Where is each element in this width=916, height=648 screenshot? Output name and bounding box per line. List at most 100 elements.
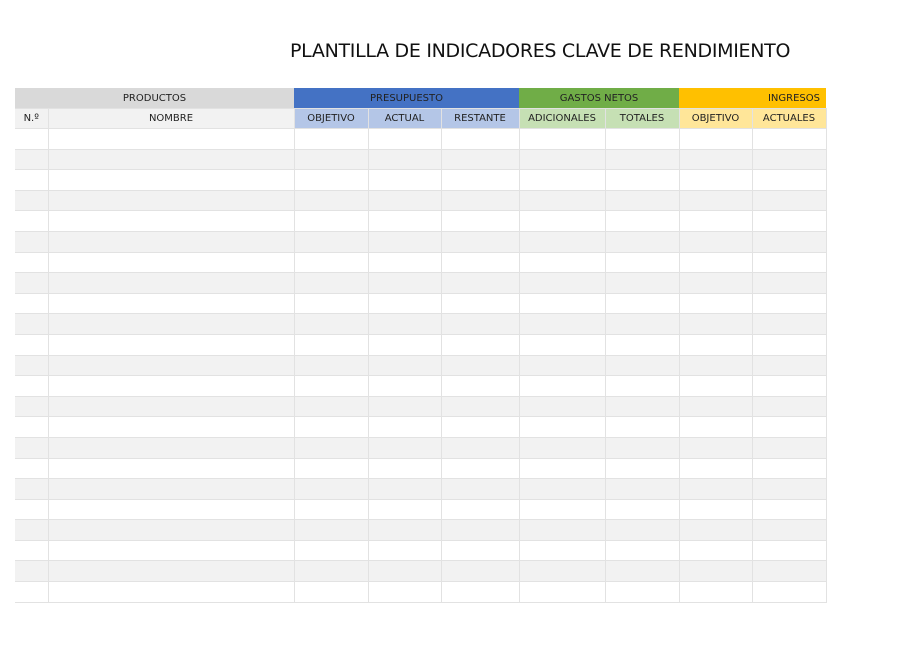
table-cell[interactable] xyxy=(605,499,680,521)
table-cell[interactable] xyxy=(605,169,680,191)
table-cell[interactable] xyxy=(15,169,49,191)
table-cell[interactable] xyxy=(441,149,520,171)
table-cell[interactable] xyxy=(368,293,442,315)
table-cell[interactable] xyxy=(679,478,753,500)
table-cell[interactable] xyxy=(752,313,827,335)
table-cell[interactable] xyxy=(15,499,49,521)
table-cell[interactable] xyxy=(294,581,369,603)
table-cell[interactable] xyxy=(368,169,442,191)
table-cell[interactable] xyxy=(519,231,606,253)
table-cell[interactable] xyxy=(605,128,680,150)
table-cell[interactable] xyxy=(441,581,520,603)
table-cell[interactable] xyxy=(752,519,827,541)
table-cell[interactable] xyxy=(48,581,295,603)
table-cell[interactable] xyxy=(605,231,680,253)
table-cell[interactable] xyxy=(441,210,520,232)
table-cell[interactable] xyxy=(294,560,369,583)
table-cell[interactable] xyxy=(679,334,753,356)
table-cell[interactable] xyxy=(15,478,49,500)
table-cell[interactable] xyxy=(294,375,369,397)
table-cell[interactable] xyxy=(48,252,295,274)
table-cell[interactable] xyxy=(441,313,520,335)
table-cell[interactable] xyxy=(48,375,295,397)
table-cell[interactable] xyxy=(679,581,753,603)
table-cell[interactable] xyxy=(605,149,680,171)
table-cell[interactable] xyxy=(294,313,369,335)
table-cell[interactable] xyxy=(15,560,49,583)
table-cell[interactable] xyxy=(294,416,369,438)
table-cell[interactable] xyxy=(605,252,680,274)
table-cell[interactable] xyxy=(519,272,606,294)
table-cell[interactable] xyxy=(294,149,369,171)
table-cell[interactable] xyxy=(294,334,369,356)
table-cell[interactable] xyxy=(48,540,295,562)
table-cell[interactable] xyxy=(519,499,606,521)
table-cell[interactable] xyxy=(294,272,369,294)
table-cell[interactable] xyxy=(294,169,369,191)
table-cell[interactable] xyxy=(48,293,295,315)
table-cell[interactable] xyxy=(605,396,680,418)
table-cell[interactable] xyxy=(605,416,680,438)
table-cell[interactable] xyxy=(441,375,520,397)
table-cell[interactable] xyxy=(679,210,753,232)
table-cell[interactable] xyxy=(519,540,606,562)
table-cell[interactable] xyxy=(605,355,680,377)
table-cell[interactable] xyxy=(15,581,49,603)
table-cell[interactable] xyxy=(368,128,442,150)
table-cell[interactable] xyxy=(519,396,606,418)
table-cell[interactable] xyxy=(441,128,520,150)
table-cell[interactable] xyxy=(605,540,680,562)
table-cell[interactable] xyxy=(679,252,753,274)
table-cell[interactable] xyxy=(441,540,520,562)
table-cell[interactable] xyxy=(605,272,680,294)
table-cell[interactable] xyxy=(368,478,442,500)
table-cell[interactable] xyxy=(368,190,442,212)
table-cell[interactable] xyxy=(368,519,442,541)
table-cell[interactable] xyxy=(368,272,442,294)
table-cell[interactable] xyxy=(605,458,680,480)
table-cell[interactable] xyxy=(441,519,520,541)
table-cell[interactable] xyxy=(441,396,520,418)
table-cell[interactable] xyxy=(752,540,827,562)
table-cell[interactable] xyxy=(679,540,753,562)
table-cell[interactable] xyxy=(294,252,369,274)
table-cell[interactable] xyxy=(605,519,680,541)
table-cell[interactable] xyxy=(679,128,753,150)
table-cell[interactable] xyxy=(519,313,606,335)
table-cell[interactable] xyxy=(679,355,753,377)
table-cell[interactable] xyxy=(679,519,753,541)
table-cell[interactable] xyxy=(752,272,827,294)
table-cell[interactable] xyxy=(48,499,295,521)
table-cell[interactable] xyxy=(15,437,49,459)
table-cell[interactable] xyxy=(15,458,49,480)
table-cell[interactable] xyxy=(441,252,520,274)
table-cell[interactable] xyxy=(294,519,369,541)
table-cell[interactable] xyxy=(679,272,753,294)
table-cell[interactable] xyxy=(752,581,827,603)
table-cell[interactable] xyxy=(48,437,295,459)
table-cell[interactable] xyxy=(519,293,606,315)
table-cell[interactable] xyxy=(368,355,442,377)
table-cell[interactable] xyxy=(441,293,520,315)
table-cell[interactable] xyxy=(752,355,827,377)
table-cell[interactable] xyxy=(15,313,49,335)
table-cell[interactable] xyxy=(48,169,295,191)
table-cell[interactable] xyxy=(679,313,753,335)
table-cell[interactable] xyxy=(679,499,753,521)
table-cell[interactable] xyxy=(752,478,827,500)
table-cell[interactable] xyxy=(15,355,49,377)
table-cell[interactable] xyxy=(441,355,520,377)
table-cell[interactable] xyxy=(368,252,442,274)
table-cell[interactable] xyxy=(752,416,827,438)
table-cell[interactable] xyxy=(605,210,680,232)
table-cell[interactable] xyxy=(48,128,295,150)
table-cell[interactable] xyxy=(605,334,680,356)
table-cell[interactable] xyxy=(679,169,753,191)
table-cell[interactable] xyxy=(752,231,827,253)
table-cell[interactable] xyxy=(752,437,827,459)
table-cell[interactable] xyxy=(605,560,680,583)
table-cell[interactable] xyxy=(679,375,753,397)
table-cell[interactable] xyxy=(48,334,295,356)
table-cell[interactable] xyxy=(519,149,606,171)
table-cell[interactable] xyxy=(294,540,369,562)
